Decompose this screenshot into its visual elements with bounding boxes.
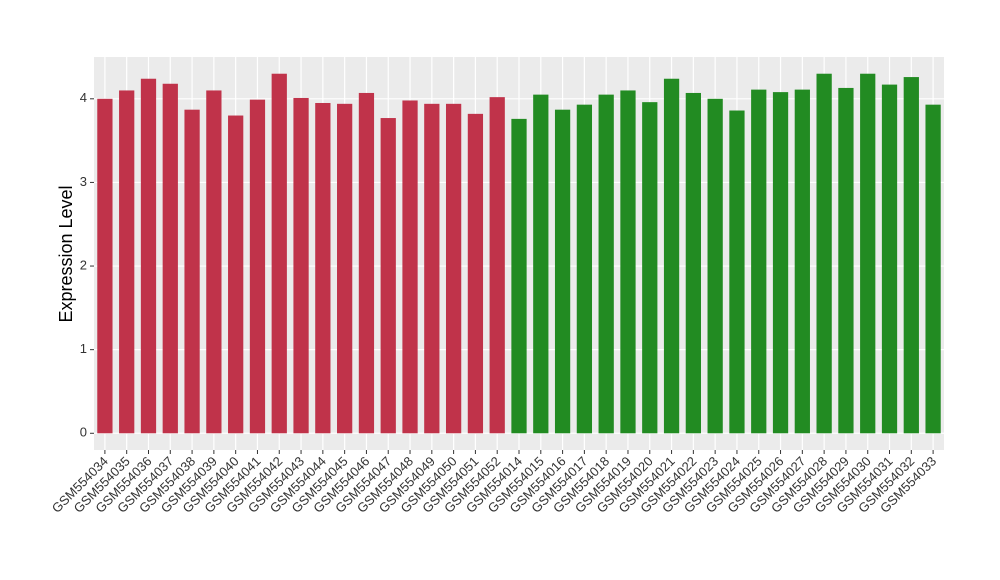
bar	[816, 73, 832, 434]
bar	[707, 98, 723, 434]
bar	[380, 118, 396, 434]
y-axis-label: Expression Level	[56, 185, 76, 322]
bar	[794, 89, 810, 434]
bar	[838, 87, 854, 434]
bar	[445, 103, 462, 434]
y-tick-label: 2	[80, 257, 87, 272]
y-tick-label: 0	[80, 425, 87, 440]
bar	[772, 92, 789, 434]
bar	[337, 103, 353, 434]
bar	[620, 90, 636, 434]
bar	[315, 102, 331, 434]
bar	[97, 98, 113, 434]
bar	[424, 103, 440, 434]
bar	[685, 92, 701, 434]
bar	[358, 92, 375, 434]
bar	[881, 84, 898, 434]
bar	[402, 100, 418, 434]
bar	[554, 109, 571, 434]
bar	[119, 90, 135, 434]
bar	[533, 94, 549, 434]
bar	[184, 109, 200, 434]
bar	[663, 78, 680, 434]
bar	[293, 97, 309, 434]
bar	[860, 73, 876, 434]
bar	[162, 83, 178, 434]
bar	[751, 89, 767, 434]
bar	[249, 99, 266, 434]
bar	[925, 104, 941, 434]
y-tick-label: 4	[80, 90, 87, 105]
bar	[206, 90, 222, 434]
bar	[576, 104, 593, 434]
bar	[228, 115, 244, 434]
y-tick-label: 3	[80, 174, 87, 189]
bar	[598, 94, 614, 434]
bar	[140, 78, 157, 434]
bar	[271, 73, 287, 434]
bar	[729, 110, 745, 434]
bar	[467, 113, 484, 434]
bar	[489, 97, 505, 434]
bar	[903, 77, 919, 434]
bar	[642, 102, 658, 434]
y-tick-label: 1	[80, 341, 87, 356]
bar	[511, 118, 527, 434]
